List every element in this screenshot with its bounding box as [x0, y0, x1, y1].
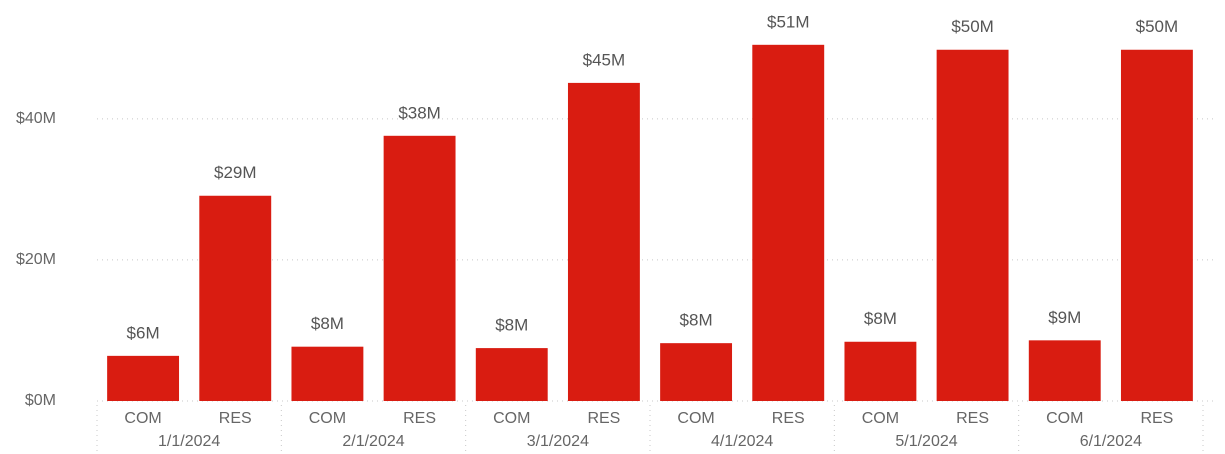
x-tick-label: RES	[219, 410, 252, 427]
x-tick-label: RES	[956, 410, 989, 427]
x-tick-label: RES	[772, 410, 805, 427]
bar	[844, 341, 917, 401]
x-tick-label: COM	[309, 410, 346, 427]
x-tick-label: COM	[124, 410, 161, 427]
y-tick-label: $40M	[16, 110, 56, 127]
group-label: 4/1/2024	[711, 433, 773, 450]
group-label: 5/1/2024	[895, 433, 957, 450]
value-label: $8M	[680, 311, 713, 330]
bar	[107, 355, 180, 401]
x-tick-label: RES	[587, 410, 620, 427]
x-tick-label: COM	[493, 410, 530, 427]
value-label: $45M	[583, 50, 626, 69]
group-label: 2/1/2024	[342, 433, 404, 450]
x-tick-label: COM	[677, 410, 714, 427]
group-label: 3/1/2024	[527, 433, 589, 450]
value-label: $8M	[864, 309, 897, 328]
value-label: $29M	[214, 163, 257, 182]
value-label: $50M	[951, 17, 994, 36]
value-label: $51M	[767, 12, 810, 31]
value-label: $9M	[1048, 308, 1081, 327]
x-tick-label: COM	[1046, 410, 1083, 427]
value-label: $8M	[495, 316, 528, 335]
value-label: $8M	[311, 314, 344, 333]
bar	[1120, 49, 1193, 401]
value-label: $6M	[127, 323, 160, 342]
bar	[199, 195, 272, 401]
bar	[660, 343, 733, 401]
x-tick-label: RES	[403, 410, 436, 427]
bar	[383, 135, 456, 402]
bar	[936, 49, 1009, 401]
group-label: 6/1/2024	[1080, 433, 1142, 450]
x-tick-label: RES	[1140, 410, 1173, 427]
bar	[475, 348, 548, 401]
value-label: $50M	[1136, 17, 1179, 36]
bar	[291, 346, 364, 401]
value-label: $38M	[398, 103, 441, 122]
y-tick-label: $0M	[25, 392, 56, 409]
group-label: 1/1/2024	[158, 433, 220, 450]
bar	[1028, 340, 1101, 401]
x-tick-label: COM	[862, 410, 899, 427]
bar	[567, 82, 640, 402]
bar	[752, 44, 825, 401]
y-tick-label: $20M	[16, 251, 56, 268]
